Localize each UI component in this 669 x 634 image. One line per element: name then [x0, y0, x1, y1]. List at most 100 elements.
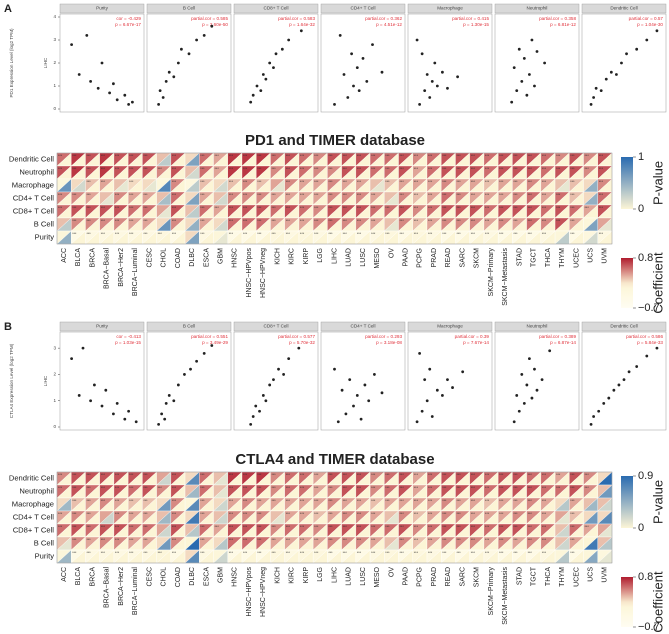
significance-stars: ***: [371, 525, 376, 529]
significance-stars: ***: [371, 154, 376, 158]
point: [160, 412, 164, 416]
significance-stars: ***: [58, 473, 63, 477]
significance-stars: ***: [243, 473, 248, 477]
significance-stars: ***: [371, 512, 376, 516]
significance-stars: ***: [243, 551, 248, 555]
significance-stars: ***: [371, 499, 376, 503]
significance-stars: ***: [314, 525, 319, 529]
significance-stars: ***: [542, 486, 547, 490]
significance-stars: ***: [414, 551, 419, 555]
significance-stars: ***: [300, 551, 305, 555]
significance-stars: ***: [271, 206, 276, 210]
significance-stars: ***: [385, 551, 390, 555]
significance-stars: ***: [286, 499, 291, 503]
stat-label: p = 7.67e-14: [463, 340, 489, 345]
significance-stars: ***: [400, 193, 405, 197]
point: [157, 422, 161, 426]
point: [333, 367, 336, 371]
significance-stars: ***: [58, 486, 63, 490]
significance-stars: ***: [200, 551, 205, 555]
point: [180, 47, 183, 51]
column-label: UCS: [587, 248, 594, 263]
significance-stars: ***: [86, 206, 91, 210]
significance-stars: ***: [172, 499, 177, 503]
significance-stars: ***: [513, 219, 518, 223]
significance-stars: ***: [328, 499, 333, 503]
significance-stars: ***: [300, 154, 305, 158]
stat-label: cor = -0.413: [116, 334, 141, 339]
legend-tick-label: 0.9: [638, 470, 653, 482]
significance-stars: ***: [456, 473, 461, 477]
column-label: HNSC−HPVneg: [260, 567, 267, 617]
significance-stars: ***: [556, 167, 561, 171]
stat-label: partial.cor = 0.57: [629, 16, 664, 21]
point: [123, 93, 127, 97]
significance-stars: ***: [542, 167, 547, 171]
significance-stars: ***: [371, 193, 376, 197]
significance-stars: ***: [115, 512, 120, 516]
significance-stars: ***: [513, 499, 518, 503]
significance-stars: ***: [200, 499, 205, 503]
significance-stars: ***: [385, 486, 390, 490]
facet-frame: [233, 331, 319, 431]
significance-stars: ***: [456, 512, 461, 516]
significance-stars: ***: [143, 193, 148, 197]
significance-stars: ***: [385, 154, 390, 158]
point: [176, 383, 180, 387]
point: [261, 73, 265, 76]
significance-stars: ***: [229, 219, 234, 223]
significance-stars: ***: [115, 551, 120, 555]
significance-stars: ***: [271, 167, 276, 171]
column-label: READ: [445, 567, 452, 586]
significance-stars: ***: [456, 525, 461, 529]
significance-stars: ***: [442, 232, 447, 236]
significance-stars: ***: [229, 473, 234, 477]
point: [535, 388, 539, 392]
significance-stars: ***: [499, 219, 504, 223]
point: [430, 415, 434, 418]
column-label: MESO: [374, 247, 381, 268]
significance-stars: ***: [243, 232, 248, 236]
significance-stars: ***: [286, 551, 291, 555]
significance-stars: ***: [172, 167, 177, 171]
significance-stars: ***: [257, 206, 262, 210]
point: [344, 412, 348, 416]
point: [420, 409, 424, 413]
facet-title: CD8+ T Cell: [264, 324, 289, 329]
significance-stars: ***: [428, 499, 433, 503]
column-label: BRCA−Basal: [104, 248, 111, 289]
point: [607, 396, 611, 400]
significance-stars: ***: [442, 512, 447, 516]
column-label: COAD: [175, 248, 182, 268]
point: [254, 404, 258, 408]
significance-stars: ***: [243, 512, 248, 516]
stat-label: partial.cor = 0.39: [455, 334, 490, 339]
significance-stars: ***: [215, 167, 220, 171]
point: [287, 357, 291, 361]
significance-stars: ***: [471, 232, 476, 236]
significance-stars: ***: [86, 512, 91, 516]
point: [435, 84, 439, 88]
stat-label: partial.cor = 0.551: [191, 334, 228, 339]
significance-stars: ***: [200, 193, 205, 197]
point: [548, 349, 552, 353]
significance-stars: ***: [243, 206, 248, 210]
point: [346, 96, 350, 99]
significance-stars: ***: [129, 499, 134, 503]
significance-stars: ***: [200, 232, 205, 236]
point: [645, 38, 649, 42]
point: [620, 61, 623, 65]
significance-stars: ***: [215, 154, 220, 158]
significance-stars: ***: [456, 193, 461, 197]
point: [164, 401, 168, 405]
legend-colorbar: [621, 157, 633, 209]
significance-stars: ***: [542, 538, 547, 542]
column-label: HNSC: [232, 248, 239, 268]
significance-stars: ***: [271, 486, 276, 490]
significance-stars: ***: [172, 473, 177, 477]
point: [299, 29, 303, 33]
significance-stars: ***: [86, 486, 91, 490]
significance-stars: ***: [471, 154, 476, 158]
significance-stars: ***: [72, 206, 77, 210]
column-label: CESC: [146, 567, 153, 586]
